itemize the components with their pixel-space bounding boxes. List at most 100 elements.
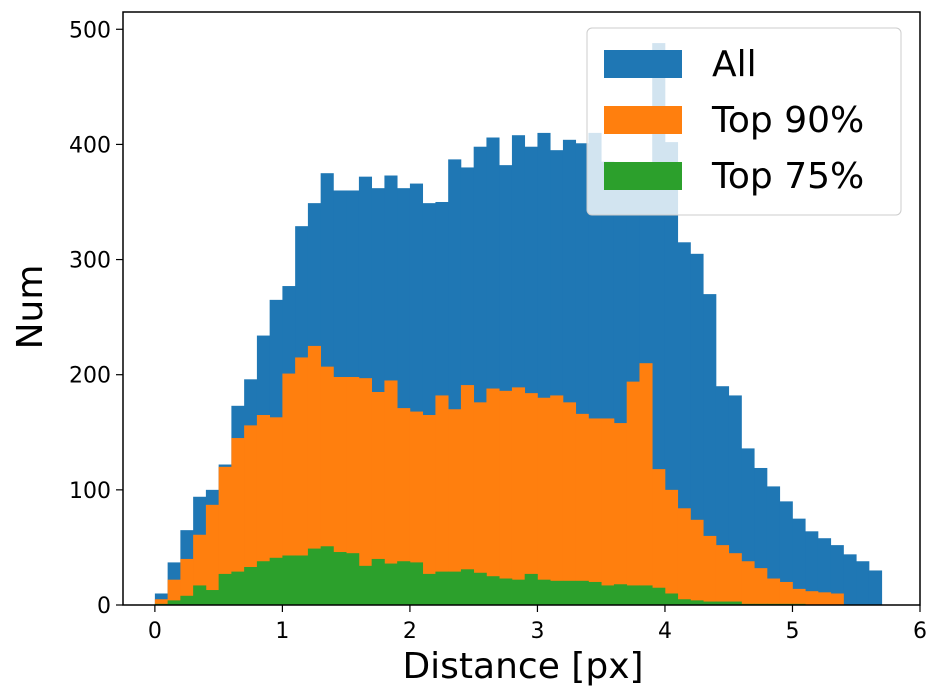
series-3-bar-26 (486, 576, 500, 605)
x-tick-label-4: 4 (658, 619, 672, 644)
legend-label-all: All (712, 44, 757, 85)
series-2-bar-36 (613, 423, 628, 605)
series-3-bar-12 (307, 548, 321, 605)
y-tick-label-3: 300 (69, 249, 111, 274)
series-3-bar-18 (384, 563, 398, 605)
series-2-bar-22 (435, 395, 449, 605)
x-tick-label-5: 5 (785, 619, 799, 644)
series-3-bar-13 (320, 546, 334, 605)
x-tick-label-1: 1 (275, 619, 289, 644)
legend-swatch-top90 (604, 106, 682, 134)
series-3-bar-5 (218, 573, 232, 605)
series-3-bar-10 (282, 555, 296, 605)
series-3-bar-8 (256, 561, 270, 605)
ticks-layer: 0 1 2 3 4 5 6 0 100 200 300 400 500 (69, 18, 927, 644)
x-tick-label-3: 3 (530, 619, 544, 644)
series-3-bar-32 (562, 580, 577, 605)
series-2-bar-14 (333, 377, 347, 605)
series-3-bar-28 (511, 579, 526, 605)
series-3-bar-19 (397, 561, 411, 605)
series-3-bar-21 (422, 573, 436, 605)
series-3-bar-7 (244, 567, 258, 605)
series-1-bar-52 (817, 538, 832, 605)
series-3-bar-39 (652, 587, 666, 605)
legend-label-top90: Top 90% (711, 100, 864, 141)
series-2-bar-5 (218, 466, 232, 605)
series-2-bar-49 (779, 581, 793, 605)
series-3-bar-29 (524, 573, 538, 605)
series-1-bar-48 (766, 486, 781, 605)
series-3-bar-16 (358, 565, 373, 605)
series-2-bar-15 (346, 377, 360, 605)
series-3-bar-30 (537, 579, 551, 605)
y-tick-label-0: 0 (97, 594, 111, 619)
series-2-bar-19 (397, 408, 411, 605)
series-1-bar-51 (805, 531, 819, 605)
series-1-bar-56 (868, 570, 883, 605)
series-1-bar-53 (830, 545, 844, 605)
series-1-bar-54 (843, 554, 857, 605)
series-3-bar-20 (409, 562, 424, 605)
series-2-bar-53 (830, 593, 844, 605)
series-2-bar-20 (409, 411, 424, 605)
series-2-bar-45 (728, 553, 742, 605)
series-3-bar-3 (193, 585, 207, 605)
series-1-bar-42 (690, 253, 704, 605)
series-2-bar-4 (205, 504, 219, 605)
series-3-bar-43 (703, 601, 717, 605)
series-2-bar-23 (448, 409, 462, 605)
series-2-bar-25 (473, 402, 487, 605)
series-2-bar-13 (320, 366, 334, 605)
series-3-bar-44 (715, 601, 730, 605)
series-3-bar-1 (167, 600, 181, 605)
series-2-bar-48 (766, 578, 781, 605)
bars-layer (154, 43, 883, 606)
series-2-bar-7 (244, 425, 258, 605)
series-2-bar-50 (792, 588, 806, 605)
series-3-bar-25 (473, 572, 487, 605)
series-2-bar-43 (703, 535, 717, 605)
x-tick-label-6: 6 (913, 619, 927, 644)
series-2-bar-38 (639, 363, 653, 605)
legend-swatch-all (604, 50, 682, 78)
series-3-bar-22 (435, 571, 449, 605)
series-3-bar-17 (371, 558, 385, 605)
series-2-bar-41 (677, 508, 691, 605)
series-2-bar-40 (664, 489, 679, 605)
series-2-bar-30 (537, 397, 551, 605)
series-3-bar-36 (613, 584, 628, 605)
series-2-bar-31 (550, 395, 564, 605)
series-2-bar-39 (652, 469, 666, 605)
series-2-bar-17 (371, 391, 385, 605)
y-tick-label-1: 100 (69, 479, 111, 504)
series-3-bar-31 (550, 580, 564, 605)
series-2-bar-52 (817, 592, 832, 605)
series-3-bar-27 (499, 578, 513, 605)
series-3-bar-34 (588, 581, 602, 605)
series-2-bar-33 (575, 413, 589, 605)
series-3-bar-4 (205, 590, 219, 605)
series-3-bar-23 (448, 571, 462, 605)
series-2-bar-12 (307, 345, 321, 605)
series-3-bar-9 (269, 557, 283, 605)
series-2-bar-10 (282, 373, 296, 605)
series-3-bar-37 (626, 585, 640, 605)
series-3-bar-14 (333, 552, 347, 605)
series-3-bar-11 (295, 555, 309, 605)
x-axis-title: Distance [px] (402, 646, 643, 687)
series-3-bar-2 (180, 595, 194, 605)
plot-frame (122, 11, 921, 606)
series-2-bar-29 (524, 393, 538, 605)
series-2-bars (154, 345, 844, 605)
series-3-bar-35 (601, 585, 615, 605)
series-2-bar-18 (384, 380, 398, 605)
series-2-bar-44 (715, 545, 730, 605)
series-3-bar-6 (231, 571, 245, 605)
series-2-bar-16 (358, 378, 373, 605)
series-2-bar-26 (486, 388, 500, 605)
x-tick-label-2: 2 (403, 619, 417, 644)
series-2-bar-35 (601, 418, 615, 605)
series-2-bar-6 (231, 438, 245, 605)
series-3-bar-41 (677, 599, 691, 605)
series-3-bar-45 (728, 601, 742, 605)
